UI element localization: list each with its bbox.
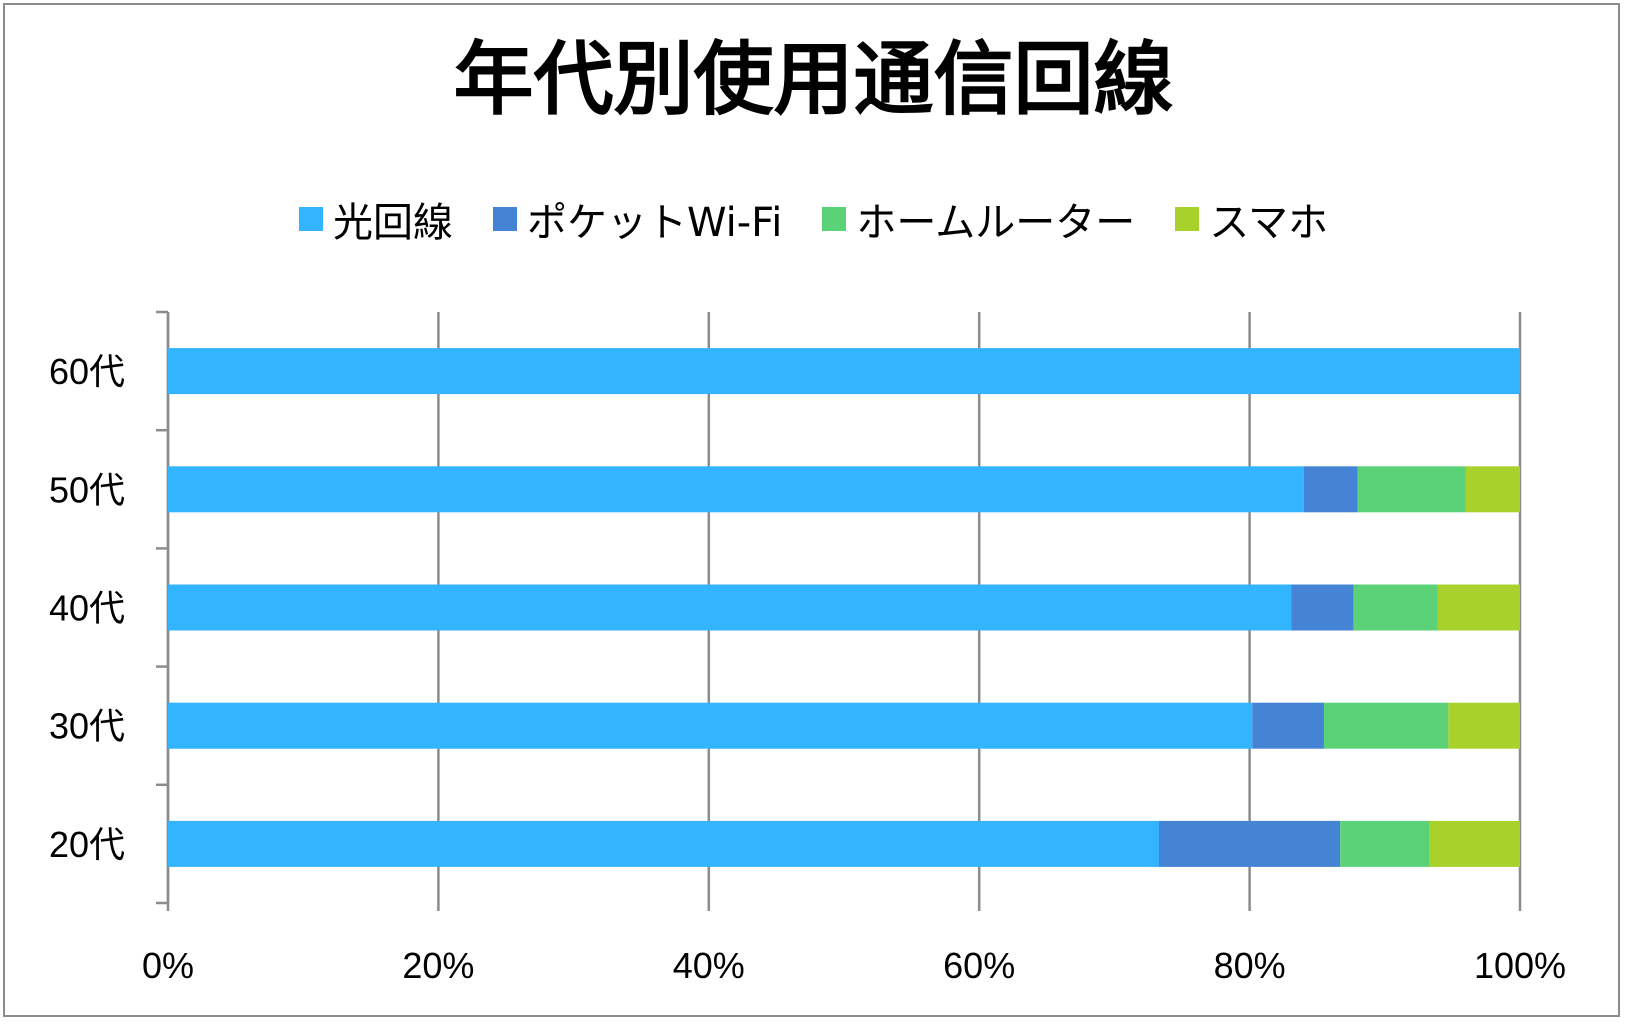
y-tick-label: 20代 [49,824,125,865]
bar-segment [1465,466,1520,513]
legend-item: ホームルーター [822,190,1135,248]
legend-item: ポケットWi-Fi [492,190,783,248]
y-tick-label: 60代 [49,351,125,392]
x-tick-label: 20% [402,945,474,986]
bar-segment [1159,820,1341,867]
bar-segment [1291,584,1354,631]
x-tick-label: 80% [1214,945,1286,986]
bar-segment [168,584,1292,631]
legend-label: 光回線 [332,200,453,246]
legend-item: スマホ [1175,190,1328,248]
x-tick-label: 60% [943,945,1015,986]
y-tick-label: 30代 [49,706,125,747]
legend-item: 光回線 [298,190,453,248]
bar-segment [168,466,1304,513]
legend-swatch [1175,207,1200,231]
bar-segment [1303,466,1358,513]
legend-label: ポケットWi-Fi [526,200,783,246]
legend-swatch [822,207,847,231]
bar-segment [1448,702,1520,749]
legend-label: ホームルーター [856,200,1136,246]
bar-segment [1429,820,1520,867]
x-tick-label: 0% [142,945,194,986]
bar-segment [1437,584,1520,631]
bar-segment [168,702,1253,749]
x-tick-label: 40% [673,945,745,986]
chart-title: 年代別使用通信回線 [453,33,1174,126]
chart-legend: 光回線 ポケットWi-Fi ホームルーター スマホ [0,190,1627,248]
bar-segment [1357,466,1466,513]
bar-segment [168,348,1520,395]
y-tick-label: 50代 [49,469,125,510]
x-tick-label: 100% [1474,945,1566,986]
legend-swatch [492,207,517,231]
bar-segment [1340,820,1430,867]
bar-segment [1353,584,1438,631]
legend-label: スマホ [1209,200,1329,246]
y-tick-label: 40代 [49,588,125,629]
bar-segment [1323,702,1449,749]
legend-swatch [298,207,323,231]
bar-segment [1252,702,1324,749]
bar-segment [168,820,1160,867]
